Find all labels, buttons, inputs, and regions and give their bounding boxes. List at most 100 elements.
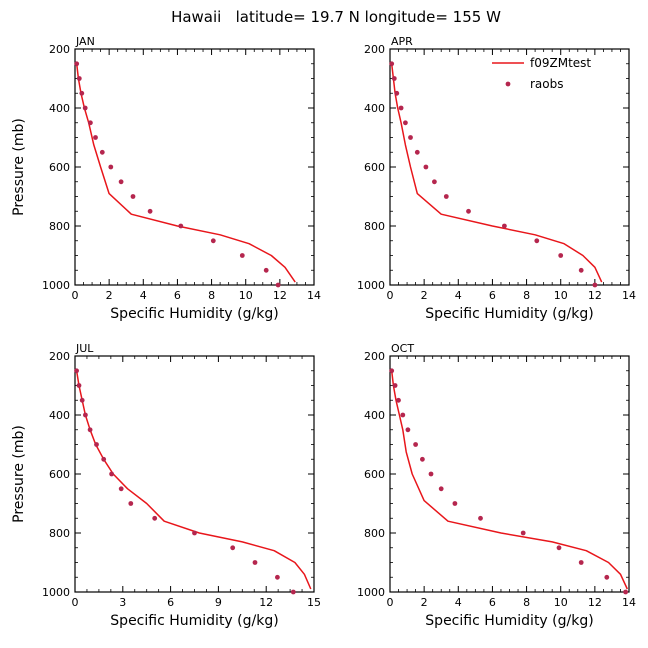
data-point-raobs — [452, 501, 458, 506]
data-point-raobs — [128, 501, 134, 506]
data-point-raobs — [74, 368, 79, 374]
x-tick-label: 8 — [523, 289, 530, 302]
series-line-f09ZMtest — [75, 370, 312, 590]
data-point-raobs — [109, 471, 114, 477]
panel-label: JAN — [75, 35, 95, 48]
legend-label-model: f09ZMtest — [530, 56, 591, 70]
x-tick-label: 12 — [273, 289, 287, 302]
plot-frame — [389, 355, 630, 593]
x-tick-label: 14 — [622, 596, 636, 609]
legend-marker-swatch — [505, 81, 511, 87]
x-tick-label: 10 — [554, 289, 568, 302]
series-line-f09ZMtest — [390, 63, 603, 283]
data-point-raobs — [558, 253, 564, 258]
data-point-raobs — [87, 427, 93, 433]
series-line-f09ZMtest — [75, 63, 296, 283]
data-point-raobs — [604, 574, 610, 580]
data-point-raobs — [466, 208, 471, 214]
data-point-raobs — [74, 61, 80, 67]
y-tick-label: 200 — [49, 350, 70, 363]
x-tick-label: 9 — [215, 596, 222, 609]
data-point-raobs — [389, 61, 395, 67]
x-axis-label: Specific Humidity (g/kg) — [425, 613, 593, 629]
data-point-raobs — [147, 208, 153, 214]
data-point-raobs — [275, 574, 280, 580]
y-tick-label: 600 — [49, 468, 70, 481]
panel-label: JUL — [75, 342, 94, 355]
y-tick-label: 1000 — [357, 586, 385, 599]
data-point-raobs — [99, 149, 105, 155]
data-point-raobs — [400, 412, 406, 418]
data-point-raobs — [389, 368, 395, 374]
x-tick-label: 8 — [208, 289, 215, 302]
data-point-raobs — [82, 105, 88, 111]
x-tick-label: 6 — [174, 289, 181, 302]
x-tick-label: 2 — [421, 596, 428, 609]
x-tick-label: 4 — [455, 289, 462, 302]
x-tick-label: 14 — [622, 289, 636, 302]
data-point-raobs — [623, 589, 628, 595]
y-tick-label: 800 — [49, 220, 70, 233]
data-point-raobs — [101, 456, 107, 462]
y-tick-label: 1000 — [42, 279, 70, 292]
data-point-raobs — [578, 560, 584, 565]
y-axis-label: Pressure (mb) — [11, 118, 27, 216]
x-tick-label: 6 — [489, 289, 496, 302]
data-point-raobs — [290, 589, 296, 595]
data-point-raobs — [79, 90, 85, 96]
y-tick-label: 600 — [364, 468, 385, 481]
data-point-raobs — [423, 164, 429, 170]
x-tick-label: 15 — [307, 596, 321, 609]
data-point-raobs — [76, 76, 82, 81]
x-tick-label: 6 — [489, 596, 496, 609]
data-point-raobs — [239, 253, 245, 258]
data-point-raobs — [83, 412, 88, 418]
data-point-raobs — [94, 442, 99, 447]
data-point-raobs — [578, 267, 584, 273]
data-point-raobs — [592, 282, 598, 288]
x-tick-label: 2 — [106, 289, 113, 302]
data-point-raobs — [408, 135, 413, 140]
x-tick-label: 10 — [554, 596, 568, 609]
data-point-raobs — [152, 515, 158, 521]
data-point-raobs — [263, 267, 269, 273]
data-point-raobs — [118, 486, 124, 492]
data-point-raobs — [520, 530, 526, 536]
y-tick-label: 600 — [364, 161, 385, 174]
panel-label: OCT — [391, 342, 414, 355]
figure-title: Hawaii latitude= 19.7 N longitude= 155 W — [171, 8, 501, 26]
data-point-raobs — [88, 120, 93, 126]
data-point-raobs — [438, 486, 444, 492]
legend: f09ZMtest raobs — [492, 56, 591, 91]
y-tick-label: 400 — [364, 102, 385, 115]
y-tick-label: 1000 — [42, 586, 70, 599]
x-tick-label: 2 — [421, 289, 428, 302]
y-tick-label: 600 — [49, 161, 70, 174]
panel-jan: JAN 0 2 4 6 8 10 12 14 200 400 600 800 1000 Specific H… — [11, 35, 321, 322]
panel-oct: OCT 0 2 4 6 8 10 12 14 200 400 600 800 1000 Specific H… — [357, 342, 636, 629]
y-tick-label: 800 — [364, 220, 385, 233]
y-tick-label: 800 — [364, 527, 385, 540]
x-tick-label: 12 — [588, 596, 602, 609]
data-point-raobs — [230, 545, 236, 551]
x-tick-label: 4 — [140, 289, 147, 302]
y-tick-label: 200 — [364, 43, 385, 56]
y-tick-label: 200 — [49, 43, 70, 56]
data-point-raobs — [420, 456, 425, 462]
x-tick-label: 0 — [72, 289, 79, 302]
x-tick-label: 12 — [259, 596, 273, 609]
x-tick-label: 8 — [523, 596, 530, 609]
data-point-raobs — [398, 105, 404, 111]
panel-apr: APR 0 2 4 6 8 10 12 14 200 400 600 800 1000 Specific H… — [357, 35, 636, 322]
data-point-raobs — [118, 179, 124, 185]
series-line-f09ZMtest — [390, 370, 628, 590]
y-axis-label: Pressure (mb) — [11, 425, 27, 523]
data-point-raobs — [413, 442, 418, 447]
data-point-raobs — [414, 149, 420, 155]
y-tick-label: 1000 — [357, 279, 385, 292]
data-point-raobs — [275, 282, 281, 288]
x-tick-label: 12 — [588, 289, 602, 302]
y-tick-label: 400 — [49, 102, 70, 115]
data-point-raobs — [391, 76, 397, 81]
